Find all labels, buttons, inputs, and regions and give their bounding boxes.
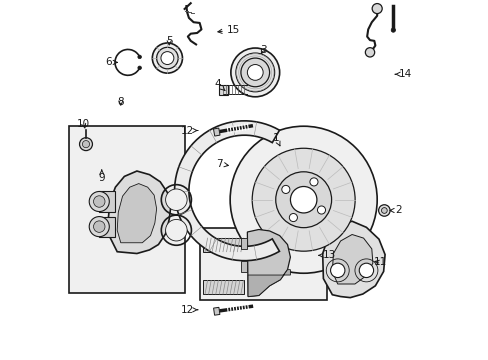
Circle shape <box>138 66 141 69</box>
Circle shape <box>152 43 182 73</box>
Bar <box>69 126 185 293</box>
Polygon shape <box>332 234 372 284</box>
Text: 10: 10 <box>77 120 90 129</box>
Text: 6: 6 <box>105 57 117 67</box>
Text: 12: 12 <box>180 126 198 135</box>
Text: 12: 12 <box>180 305 198 315</box>
Circle shape <box>89 217 109 237</box>
Circle shape <box>275 172 331 228</box>
Polygon shape <box>108 171 171 253</box>
Polygon shape <box>213 128 220 136</box>
Polygon shape <box>99 217 115 237</box>
Circle shape <box>252 148 354 251</box>
Circle shape <box>309 178 317 186</box>
Circle shape <box>290 186 316 213</box>
Circle shape <box>381 208 386 213</box>
Circle shape <box>289 213 297 222</box>
Bar <box>203 238 244 252</box>
Text: 14: 14 <box>394 69 412 79</box>
Polygon shape <box>322 221 384 298</box>
Circle shape <box>161 51 174 64</box>
Bar <box>199 228 326 300</box>
Circle shape <box>330 263 344 278</box>
Polygon shape <box>117 184 156 243</box>
Circle shape <box>89 192 109 212</box>
Circle shape <box>235 53 274 92</box>
Circle shape <box>247 64 263 80</box>
Circle shape <box>241 58 269 87</box>
Circle shape <box>93 196 105 207</box>
Polygon shape <box>219 85 227 95</box>
Circle shape <box>93 221 105 232</box>
Circle shape <box>82 140 89 148</box>
Text: 13: 13 <box>318 250 336 260</box>
Circle shape <box>165 220 187 241</box>
Circle shape <box>230 48 279 97</box>
Circle shape <box>371 4 382 14</box>
Text: 15: 15 <box>218 25 239 35</box>
Polygon shape <box>99 192 115 212</box>
Text: 8: 8 <box>117 97 124 107</box>
Circle shape <box>390 28 395 32</box>
Text: 3: 3 <box>259 45 266 55</box>
Polygon shape <box>213 307 220 315</box>
Text: 4: 4 <box>214 79 224 90</box>
Text: 9: 9 <box>98 170 105 183</box>
Text: 5: 5 <box>165 36 172 46</box>
Circle shape <box>165 189 187 211</box>
Polygon shape <box>247 270 290 297</box>
Text: 2: 2 <box>389 206 401 216</box>
Circle shape <box>378 205 389 216</box>
Circle shape <box>365 48 374 57</box>
Polygon shape <box>241 261 246 272</box>
Text: 11: 11 <box>373 257 386 267</box>
Circle shape <box>230 126 376 273</box>
Polygon shape <box>174 121 279 261</box>
Circle shape <box>281 185 289 193</box>
Polygon shape <box>241 238 246 249</box>
Circle shape <box>138 55 141 59</box>
Circle shape <box>359 263 373 278</box>
Circle shape <box>80 138 92 150</box>
Text: 7: 7 <box>216 159 228 169</box>
Text: 1: 1 <box>272 133 280 146</box>
Polygon shape <box>247 229 290 297</box>
Circle shape <box>156 47 178 69</box>
Bar <box>203 280 244 294</box>
Circle shape <box>317 206 325 214</box>
